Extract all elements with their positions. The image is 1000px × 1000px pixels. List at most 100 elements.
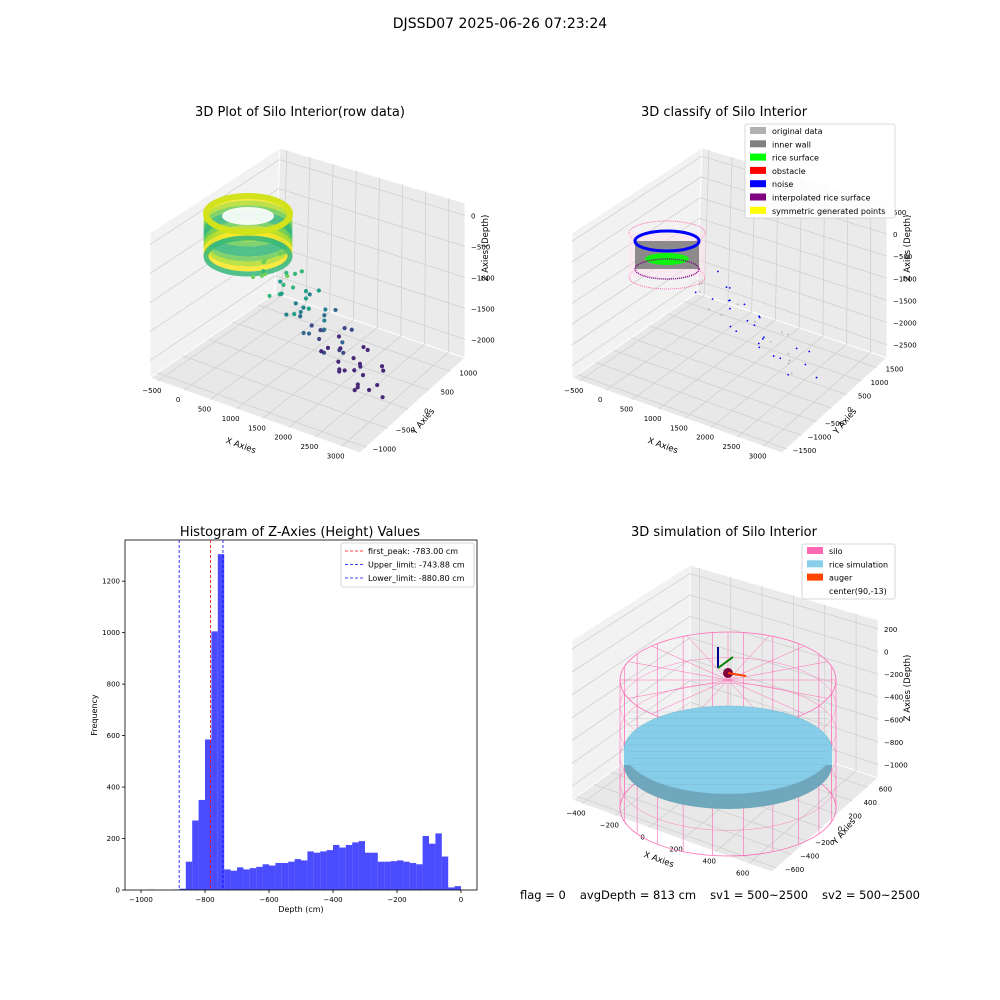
classified-point — [808, 350, 811, 353]
raw-data-point — [250, 274, 256, 280]
chart-classified-scatter: 3D classify of Silo Interior−50005001000… — [564, 105, 916, 460]
raw-data-point — [338, 346, 343, 351]
histogram-bar — [230, 870, 237, 890]
classified-point — [743, 303, 746, 306]
z-tick-label: 0 — [471, 212, 475, 220]
legend-swatch — [750, 153, 766, 161]
raw-data-point — [336, 334, 342, 339]
raw-data-point — [358, 364, 363, 369]
grid-line — [577, 373, 787, 450]
classified-point — [815, 376, 818, 379]
y-tick-label: 1200 — [102, 578, 120, 586]
raw-data-point — [355, 382, 360, 387]
histogram-bar — [185, 861, 193, 890]
classified-point — [708, 308, 710, 311]
x-tick-label: −600 — [259, 896, 278, 904]
chart-legend: first_peak: -783.00 cm Upper_limit: -743.… — [340, 542, 475, 588]
grid-line — [698, 259, 888, 323]
histogram-bar — [243, 869, 250, 890]
y-tick-label: −500 — [396, 426, 415, 434]
grid-line — [666, 313, 862, 382]
grid-line — [571, 637, 691, 719]
classified-point — [787, 352, 790, 355]
x-tick-label: −200 — [387, 896, 406, 904]
chart-legend: original data inner wall rice surface obsta… — [744, 123, 896, 219]
grid-line — [424, 191, 427, 345]
raw-data-point — [298, 309, 303, 315]
grid-line — [763, 352, 871, 447]
x-tick-label: 3000 — [749, 452, 767, 460]
histogram-bar — [275, 862, 282, 890]
y-tick-label: 800 — [107, 681, 120, 689]
grid-line — [571, 573, 691, 650]
raw-data-point — [290, 285, 296, 290]
classified-point — [729, 307, 731, 310]
histogram-bar — [390, 861, 397, 890]
raw-data-point — [301, 330, 306, 336]
raw-data-point — [301, 305, 306, 310]
legend-entry: auger — [829, 574, 853, 583]
x-tick-label: 3000 — [327, 452, 345, 460]
x-tick-label: −800 — [195, 896, 214, 904]
x-tick-label: 500 — [198, 406, 211, 414]
classified-point — [728, 287, 731, 289]
raw-data-point — [323, 307, 328, 312]
rice-surface-patch — [645, 253, 689, 265]
histogram-bar — [326, 850, 333, 890]
y-tick-label: 0 — [116, 887, 120, 895]
y-tick-label: 500 — [858, 393, 871, 401]
grid-line — [571, 680, 691, 764]
grid-line — [689, 637, 879, 698]
chart-legend: silo rice simulation auger center(90,-13) — [801, 543, 896, 600]
y-tick-label: 0 — [847, 406, 851, 414]
legend-swatch — [807, 573, 823, 581]
noise-ring — [633, 229, 701, 253]
x-tick-label: 2000 — [696, 434, 714, 442]
grid-line — [571, 616, 691, 696]
histogram-bar — [269, 865, 276, 890]
y-tick-label: 1000 — [459, 369, 477, 377]
histogram-bar — [211, 631, 218, 890]
grid-line — [727, 156, 733, 304]
classified-point — [735, 330, 738, 333]
flag-text: flag = 0 — [520, 888, 566, 902]
legend-swatch — [750, 140, 766, 148]
chart-simulation: 3D simulation of Silo Interior−400−20002… — [566, 525, 913, 878]
legend-entry: symmetric generated points — [772, 207, 885, 216]
raw-data-point — [322, 318, 327, 323]
y-tick-label: 0 — [838, 826, 842, 834]
raw-data-point — [284, 312, 289, 317]
z-tick-label: −500 — [893, 253, 912, 261]
legend-swatch — [750, 206, 766, 214]
y-tick-label: 0 — [424, 407, 428, 415]
grid-line — [710, 335, 824, 428]
grid-line — [232, 321, 430, 391]
grid-line — [207, 338, 409, 410]
y-tick-label: −500 — [825, 420, 844, 428]
legend-entry: Upper_limit: -743.88 cm — [368, 561, 465, 570]
histogram-bar — [294, 859, 301, 890]
raw-data-point — [278, 251, 283, 256]
y-tick-label: −400 — [800, 853, 819, 861]
legend-entry: rice surface — [772, 154, 819, 163]
histogram-bar — [345, 844, 353, 890]
z-tick-label: −2000 — [893, 320, 917, 328]
legend-swatch — [750, 193, 766, 201]
histogram-bar — [429, 843, 436, 890]
grid-line — [576, 795, 777, 869]
histogram-bar — [397, 860, 404, 890]
x-tick-label: 500 — [620, 406, 633, 414]
plot-frame — [124, 539, 478, 891]
histogram-bar — [448, 887, 455, 890]
legend-entry: Lower_limit: -880.80 cm — [368, 574, 465, 583]
grid-line — [277, 217, 466, 278]
y-tick-label: −200 — [815, 839, 834, 847]
grid-line — [700, 197, 888, 257]
histogram-bar — [422, 835, 429, 890]
raw-data-point — [309, 323, 314, 328]
y-tick-label: 400 — [864, 799, 877, 807]
histogram-bar — [352, 842, 359, 890]
legend-entry: silo — [829, 547, 843, 556]
raw-data-point — [267, 293, 272, 299]
y-tick-label: 1000 — [871, 379, 889, 387]
